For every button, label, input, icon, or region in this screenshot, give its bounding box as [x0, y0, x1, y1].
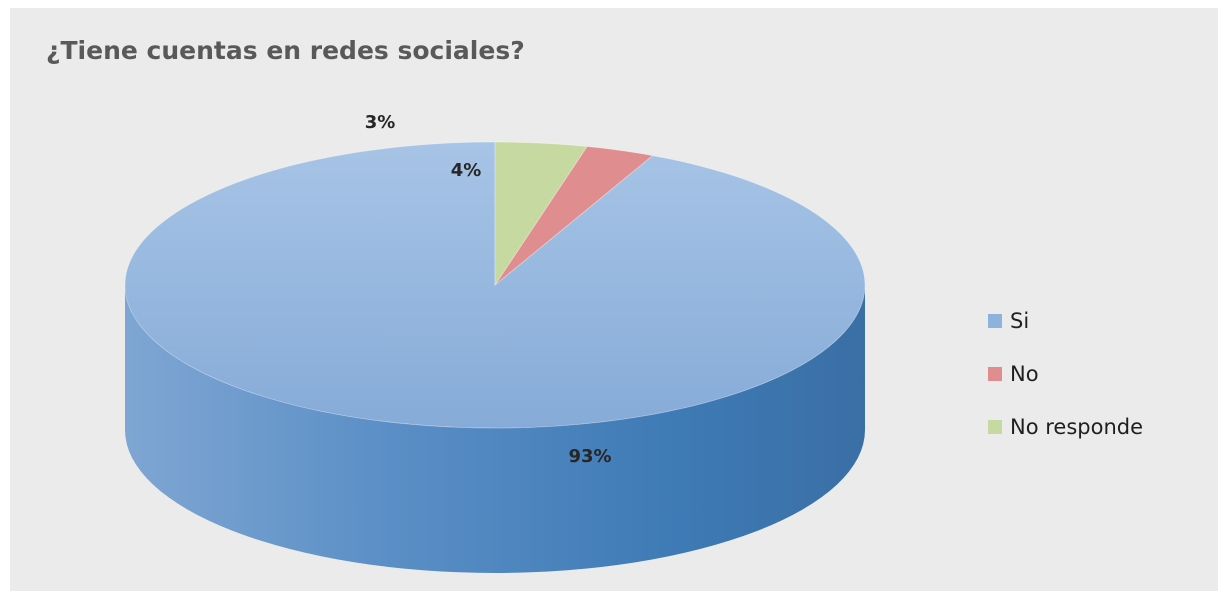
pie-side-si: [125, 285, 865, 573]
legend-label-no: No: [1010, 361, 1039, 386]
chart-title: ¿Tiene cuentas en redes sociales?: [46, 36, 525, 65]
legend-swatch-si: [988, 313, 1002, 328]
legend-item-no-responde: No responde: [988, 413, 1143, 440]
legend-swatch-no: [988, 366, 1002, 381]
pie-slice-group: [124, 141, 866, 429]
data-label-no-responde: 4%: [451, 160, 482, 181]
legend-label-si: Si: [1010, 308, 1030, 333]
legend-item-no: No: [988, 360, 1143, 387]
pie-slice-no: [494, 146, 654, 286]
legend: Si No No responde: [988, 307, 1143, 466]
legend-label-no-responde: No responde: [1010, 414, 1144, 439]
pie-slice-si: [124, 141, 866, 429]
data-label-si: 93%: [568, 446, 611, 467]
legend-swatch-no-responde: [988, 419, 1002, 434]
pie-side-group: [125, 285, 865, 573]
data-label-no: 3%: [365, 112, 396, 133]
legend-item-si: Si: [988, 307, 1143, 334]
pie-label-group: 93% 3% 4%: [365, 112, 612, 467]
pie-slice-no-responde: [494, 141, 588, 287]
